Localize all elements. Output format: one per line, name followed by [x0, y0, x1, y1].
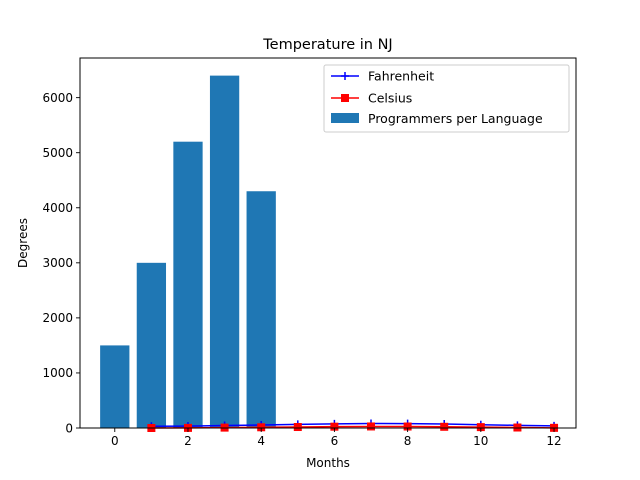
- lines-layer: [147, 419, 559, 432]
- bar: [173, 141, 203, 428]
- x-tick-label: 10: [473, 434, 488, 448]
- y-tick-label: 4000: [42, 201, 73, 215]
- legend-celsius-marker: [341, 94, 349, 102]
- x-tick-label: 4: [257, 434, 265, 448]
- bar: [209, 75, 240, 428]
- x-axis-label: Months: [306, 456, 350, 470]
- plot-frame: [79, 57, 577, 429]
- series-point: [403, 422, 412, 431]
- legend-box: [323, 64, 570, 133]
- x-tick-label: 6: [331, 434, 339, 448]
- y-axis-label: Degrees: [16, 218, 30, 268]
- series-point: [257, 423, 266, 432]
- series-point: [440, 422, 449, 431]
- chart-title: Temperature in NJ: [262, 37, 392, 53]
- legend-programmers-swatch: [331, 113, 359, 123]
- x-tick-label: 8: [404, 434, 412, 448]
- y-tick-label: 0: [65, 421, 73, 435]
- series-point: [367, 422, 376, 431]
- plot-area: [79, 57, 577, 432]
- x-tick-label: 0: [111, 434, 119, 448]
- bar: [136, 262, 167, 428]
- bars-layer: [100, 75, 276, 428]
- legend-fahrenheit-label: Fahrenheit: [368, 69, 434, 84]
- series-point: [476, 423, 485, 432]
- legend-item-fahrenheit: Fahrenheit: [331, 69, 434, 84]
- legend: Fahrenheit Celsius Programmers per Langu…: [323, 64, 570, 133]
- y-tick-label: 2000: [42, 311, 73, 325]
- y-tick-label: 5000: [42, 146, 73, 160]
- y-tick-label: 6000: [42, 91, 73, 105]
- y-axis-ticks: 0 1000 2000 3000 4000 5000 6000: [42, 91, 80, 435]
- legend-item-celsius: Celsius: [331, 91, 412, 106]
- y-tick-label: 1000: [42, 366, 73, 380]
- legend-programmers-label: Programmers per Language: [368, 111, 543, 126]
- bar: [100, 345, 130, 428]
- y-tick-label: 3000: [42, 256, 73, 270]
- bar: [246, 191, 276, 428]
- series-point: [293, 423, 302, 432]
- legend-item-programmers: Programmers per Language: [331, 111, 543, 126]
- legend-fahrenheit-marker: [341, 72, 349, 80]
- series-point: [330, 422, 339, 431]
- x-tick-label: 2: [184, 434, 192, 448]
- legend-celsius-label: Celsius: [368, 91, 412, 106]
- series-line: [151, 422, 555, 427]
- x-tick-label: 12: [546, 434, 561, 448]
- x-axis-ticks: 0 2 4 6 8 10 12: [111, 428, 562, 448]
